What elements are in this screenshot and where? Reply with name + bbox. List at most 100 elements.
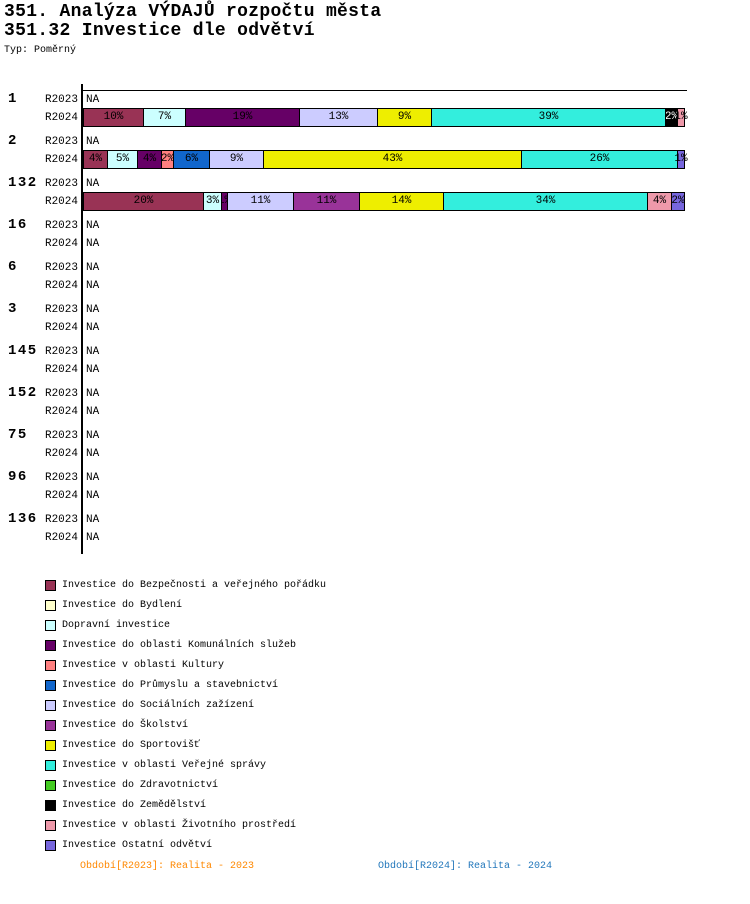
- na-value: NA: [86, 388, 100, 400]
- row-id-label: 96: [8, 469, 28, 485]
- legend-item: Investice do Sociálních zažízení: [45, 695, 326, 715]
- period-label: R2023: [44, 514, 78, 526]
- legend-item: Investice do Bydlení: [45, 595, 326, 615]
- row-id-label: 75: [8, 427, 28, 443]
- na-value: NA: [86, 514, 100, 526]
- period-label: R2023: [44, 304, 78, 316]
- legend-label: Investice v oblasti Kultury: [62, 659, 225, 671]
- bar-segment: 13%: [300, 109, 378, 126]
- na-value: NA: [86, 178, 100, 190]
- bar-segment: 2%: [671, 193, 685, 210]
- legend-item: Investice v oblasti Kultury: [45, 655, 326, 675]
- period-label: R2024: [44, 196, 78, 208]
- na-value: NA: [86, 322, 100, 334]
- bar-segment: 1%: [674, 109, 688, 126]
- legend-label: Investice do Bydlení: [62, 599, 183, 611]
- period-label: R2024: [44, 448, 78, 460]
- type-label: Typ: Poměrný: [4, 45, 77, 56]
- legend-item: Investice do Zdravotnictví: [45, 775, 326, 795]
- bar-segment: 1%: [222, 193, 228, 210]
- bar-segment: 39%: [432, 109, 666, 126]
- stacked-bar: 10% 7% 19% 13% 9% 39% 2% 1%: [83, 108, 688, 127]
- row-id-label: 152: [8, 385, 38, 401]
- legend-swatch: [45, 839, 56, 851]
- legend-item: Investice do Sportovišť: [45, 735, 326, 755]
- legend-item: Investice do Školství: [45, 715, 326, 735]
- bar-segment: 26%: [522, 151, 678, 168]
- bar-segment: 4%: [648, 193, 672, 210]
- footer-period-2023: Období[R2023]: Realita - 2023: [80, 861, 255, 872]
- na-value: NA: [86, 304, 100, 316]
- legend-swatch: [45, 719, 56, 731]
- na-value: NA: [86, 280, 100, 292]
- period-label: R2023: [44, 136, 78, 148]
- legend-label: Investice v oblasti Životního prostředí: [62, 819, 297, 831]
- row-id-label: 16: [8, 217, 28, 233]
- legend-label: Dopravní investice: [62, 619, 171, 631]
- legend-item: Investice v oblasti Veřejné správy: [45, 755, 326, 775]
- na-value: NA: [86, 490, 100, 502]
- period-label: R2024: [44, 532, 78, 544]
- period-label: R2024: [44, 364, 78, 376]
- na-value: NA: [86, 238, 100, 250]
- row-id-label: 132: [8, 175, 38, 191]
- bar-segment: 10%: [84, 109, 144, 126]
- legend-label: Investice v oblasti Veřejné správy: [62, 759, 267, 771]
- legend-swatch: [45, 579, 56, 591]
- bar-segment: 1%: [674, 151, 688, 168]
- period-label: R2024: [44, 406, 78, 418]
- legend-label: Investice do Průmyslu a stavebnictví: [62, 679, 279, 691]
- bar-segment: 2%: [666, 109, 678, 126]
- stacked-bar: 20%3%1%11%11%14%34%4%2%: [83, 192, 685, 211]
- legend-item: Investice do Bezpečnosti a veřejného poř…: [45, 575, 326, 595]
- chart-top-border: [82, 90, 687, 91]
- legend-swatch: [45, 619, 56, 631]
- bar-segment: 6%: [174, 151, 210, 168]
- bar-segment: 19%: [186, 109, 300, 126]
- period-label: R2024: [44, 154, 78, 166]
- na-value: NA: [86, 364, 100, 376]
- legend-item: Investice do Zemědělství: [45, 795, 326, 815]
- bar-segment: 4%: [138, 151, 162, 168]
- period-label: R2023: [44, 346, 78, 358]
- period-label: R2023: [44, 220, 78, 232]
- legend-label: Investice do Zemědělství: [62, 799, 207, 811]
- bar-segment: 5%: [108, 151, 138, 168]
- bar-segment: 3%: [204, 193, 222, 210]
- legend-swatch: [45, 639, 56, 651]
- legend-swatch: [45, 599, 56, 611]
- bar-segment: 11%: [294, 193, 360, 210]
- stacked-bar: 4% 5% 4% 2% 6% 9% 43% 26% 1%: [83, 150, 688, 169]
- legend-label: Investice do Sociálních zažízení: [62, 699, 255, 711]
- na-value: NA: [86, 430, 100, 442]
- legend-label: Investice do Bezpečnosti a veřejného poř…: [62, 579, 327, 591]
- bar-segment: 34%: [444, 193, 648, 210]
- period-label: R2023: [44, 388, 78, 400]
- legend-item: Investice v oblasti Životního prostředí: [45, 815, 326, 835]
- legend-item: Investice do Průmyslu a stavebnictví: [45, 675, 326, 695]
- period-label: R2024: [44, 112, 78, 124]
- na-value: NA: [86, 262, 100, 274]
- na-value: NA: [86, 94, 100, 106]
- bar-segment: 7%: [144, 109, 186, 126]
- period-label: R2024: [44, 238, 78, 250]
- legend-label: Investice do Zdravotnictví: [62, 779, 219, 791]
- na-value: NA: [86, 472, 100, 484]
- na-value: NA: [86, 532, 100, 544]
- legend-label: Investice do oblasti Komunálních služeb: [62, 639, 297, 651]
- page-title: 351. Analýza VÝDAJŮ rozpočtu města: [4, 2, 382, 22]
- row-id-label: 136: [8, 511, 38, 527]
- bar-segment: 20%: [84, 193, 204, 210]
- legend-swatch: [45, 739, 56, 751]
- row-id-label: 2: [8, 133, 18, 149]
- legend-item: Investice Ostatní odvětví: [45, 835, 326, 855]
- period-label: R2023: [44, 178, 78, 190]
- page-subtitle: 351.32 Investice dle odvětví: [4, 21, 315, 41]
- bar-segment: 11%: [228, 193, 294, 210]
- period-label: R2023: [44, 430, 78, 442]
- bar-segment: 4%: [84, 151, 108, 168]
- na-value: NA: [86, 346, 100, 358]
- row-id-label: 6: [8, 259, 18, 275]
- bar-segment: 9%: [378, 109, 432, 126]
